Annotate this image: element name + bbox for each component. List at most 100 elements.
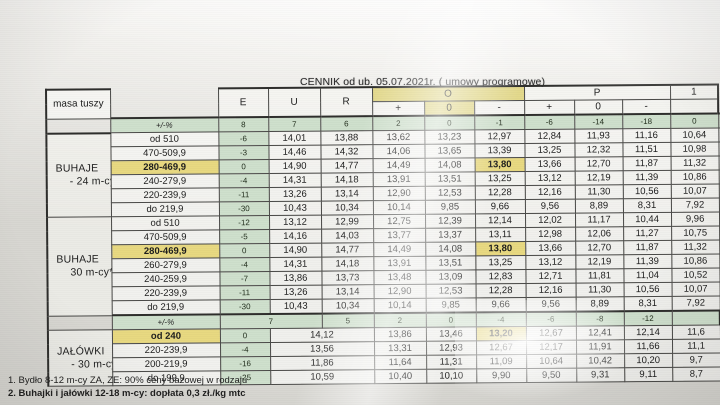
price-cell: 13,73 (321, 270, 374, 286)
price-cell: 13,12 (524, 171, 575, 186)
price-cell: 12,70 (574, 156, 623, 172)
price-cell: 11,39 (623, 254, 672, 269)
percent-cell: -4 (220, 342, 271, 357)
mass-range-cell: 470-509,9 (110, 145, 219, 161)
price-cell: 9,31 (576, 367, 625, 383)
price-cell: 13,20 (475, 326, 527, 341)
class-header-r: R (319, 87, 373, 117)
percent-cell: -30 (218, 201, 270, 216)
price-cell: 14,90 (269, 243, 322, 258)
spacer (14, 119, 46, 134)
percent-band-partial (671, 310, 720, 326)
percent-band-value: 8 (218, 117, 269, 132)
price-list-table-wrapper: masa tuszy E U R O P 1 +0- +0- +/-% 8 7 6 2 0 -1 -6 -14 -1… (14, 83, 720, 387)
percent-band-value: 0 (670, 113, 719, 129)
percent-band-value: 0 (425, 312, 476, 328)
price-cell: 9,90 (476, 368, 527, 383)
class-header-o: O (371, 85, 525, 102)
price-cell: 11,64 (374, 355, 427, 370)
mass-range-cell: od 240 (111, 328, 221, 344)
percent-band-label: +/-% (110, 117, 219, 133)
mass-range-cell: 470-509,9 (111, 229, 220, 245)
price-cell: 10,43 (269, 299, 322, 314)
price-cell: 9,50 (526, 368, 577, 383)
price-cell: 10,56 (622, 184, 671, 199)
price-cell: 11,1 (672, 338, 720, 354)
subclass-o-plus: + (372, 101, 425, 117)
price-cell: 11,39 (622, 170, 671, 185)
price-cell: 9,56 (524, 199, 576, 214)
price-cell: 12,99 (320, 214, 374, 230)
percent-band-value: -8 (575, 311, 624, 327)
percent-band-value: 7 (268, 116, 321, 132)
price-cell: 13,11 (475, 227, 526, 242)
percent-cell: 0 (219, 243, 270, 258)
subclass-o-minus: - (474, 100, 525, 116)
price-cell: 13,12 (525, 255, 576, 270)
mass-range-cell: od 510 (110, 131, 219, 147)
price-cell: 11,87 (622, 156, 671, 171)
mass-range-cell: 240-259,9 (111, 271, 220, 287)
percent-cell: -30 (219, 299, 270, 315)
price-cell: 12,75 (372, 214, 426, 229)
price-cell: 8,89 (575, 296, 624, 312)
price-cell: 14,49 (373, 242, 426, 257)
price-cell: 13,26 (268, 187, 321, 202)
price-cell: 13,25 (474, 171, 525, 186)
price-cell-eu: 13,56 (269, 341, 375, 357)
price-cell: 13,12 (269, 215, 322, 230)
mass-range-cell: 220-239,9 (110, 187, 219, 203)
mass-range-cell: 240-279,9 (110, 173, 219, 189)
percent-band-label: +/-% (111, 314, 220, 330)
footnotes: 1. Bydło 8-12 m-cy ZA, ZE: 90% ceny bazo… (8, 374, 478, 400)
price-cell: 13,51 (425, 255, 476, 271)
price-cell: 10,44 (623, 212, 672, 227)
price-cell: 14,46 (268, 145, 321, 160)
price-cell: 12,71 (525, 269, 576, 284)
group-label: BUHAJE 18- 24 m-cy (46, 132, 112, 218)
group-pad (47, 315, 112, 331)
price-cell: 12,98 (525, 227, 576, 242)
price-cell: 14,32 (320, 144, 373, 160)
mass-pad (110, 88, 218, 118)
group-name: BUHAJE (55, 162, 99, 175)
percent-band-eu: 7 (219, 313, 322, 329)
price-cell: 10,34 (321, 298, 374, 314)
spacer (15, 161, 47, 175)
group-age-range: - 24 m-cy (69, 174, 112, 188)
price-cell: 13,51 (424, 171, 475, 187)
price-cell: 11,32 (670, 155, 719, 171)
price-cell: 12,93 (425, 340, 477, 356)
price-cell: 14,08 (425, 241, 476, 257)
price-cell-eu: 14,12 (269, 327, 374, 343)
percent-band-value: 6 (320, 116, 373, 132)
spacer (14, 147, 46, 161)
price-cell: 13,48 (373, 270, 426, 285)
price-cell: 11,66 (624, 339, 673, 354)
price-cell: 10,14 (373, 298, 426, 314)
percent-band-value: -14 (574, 114, 623, 130)
percent-band-value: -1 (474, 114, 525, 130)
price-cell: 13,66 (524, 157, 575, 172)
mass-range-cell: do 219,9 (111, 299, 220, 316)
price-cell: 12,39 (424, 213, 476, 229)
price-cell: 13,91 (372, 172, 425, 187)
price-cell: 8,31 (623, 296, 672, 312)
price-cell: 13,14 (321, 284, 374, 300)
subclass-partial (670, 98, 719, 114)
price-cell: 14,31 (268, 173, 321, 188)
price-cell: 10,64 (526, 354, 577, 369)
price-cell: 9,11 (624, 367, 673, 382)
price-cell: 14,77 (320, 158, 373, 174)
mass-range-cell: od 510 (111, 215, 220, 231)
price-cell: 12,14 (623, 325, 673, 340)
price-cell: 12,70 (575, 240, 624, 256)
price-cell: 11,30 (574, 184, 623, 200)
price-cell: 9,56 (525, 297, 576, 312)
class-header-p: P (524, 84, 671, 101)
price-cell: 14,06 (372, 144, 425, 159)
price-cell: 12,67 (525, 326, 577, 341)
price-cell: 13,88 (320, 130, 373, 146)
price-cell: 11,51 (622, 142, 671, 157)
price-cell: 12,28 (475, 283, 526, 298)
